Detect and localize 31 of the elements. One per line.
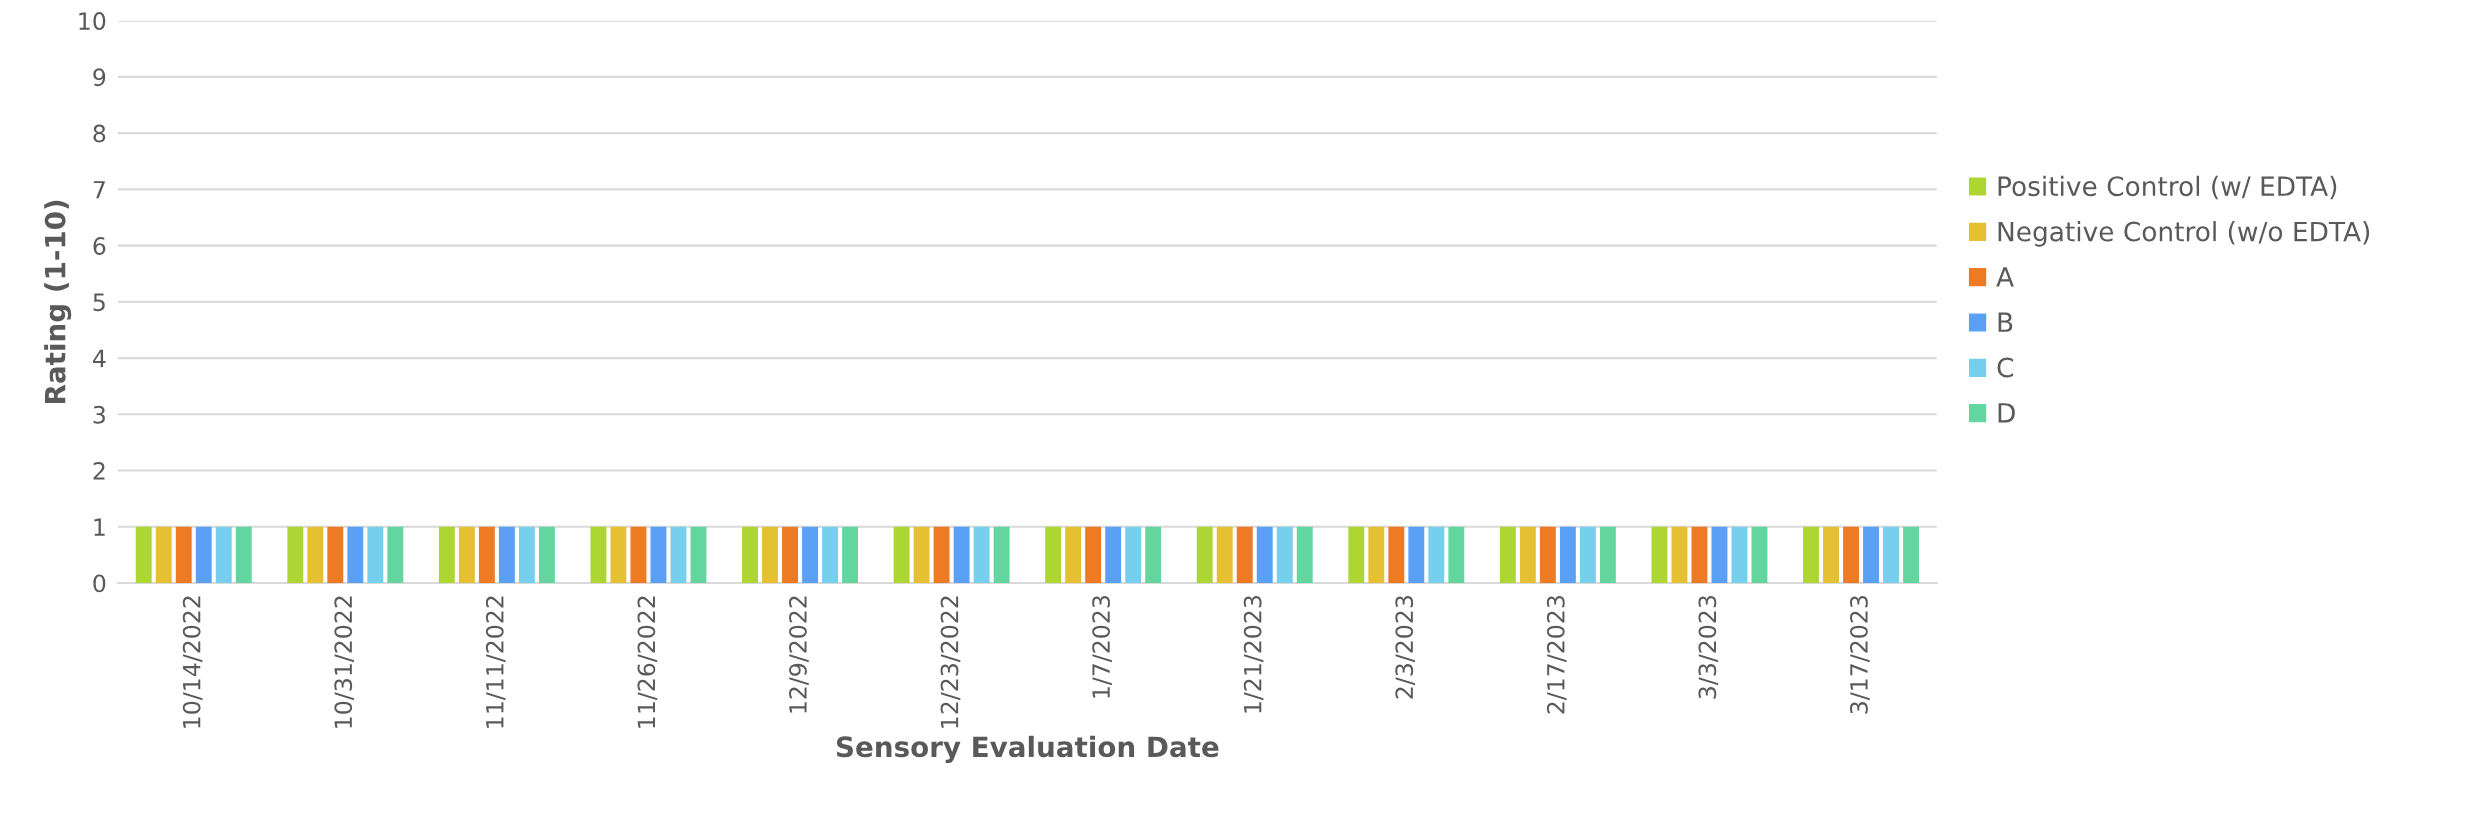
x-tick-label: 1/7/2023: [1092, 596, 1112, 698]
y-tick-label: 7: [93, 181, 105, 199]
legend-label: C: [1997, 357, 2014, 378]
x-tick-label: 12/23/2022: [940, 596, 961, 728]
y-tick-label: 6: [93, 237, 106, 255]
y-tick-label: 10: [79, 12, 106, 30]
y-tick-label: 8: [93, 124, 106, 143]
x-tick-label: 12/9/2022: [789, 596, 809, 713]
y-tick-label: 0: [93, 574, 106, 593]
x-tick-label: 10/31/2022: [334, 596, 355, 728]
x-axis-title: Sensory Evaluation Date: [836, 735, 1219, 763]
y-tick-label: 2: [93, 462, 105, 480]
x-tick-label: 1/21/2023: [1243, 596, 1264, 713]
legend-label: B: [1998, 312, 2013, 332]
legend-label: Positive Control (w/ EDTA): [1998, 175, 2337, 200]
y-tick-label: 5: [93, 293, 105, 312]
legend-label: A: [1996, 267, 2014, 287]
x-tick-label: 2/3/2023: [1395, 596, 1416, 699]
y-axis-title: Rating (1-10): [44, 200, 72, 403]
x-tick-label: 3/17/2023: [1850, 596, 1870, 714]
legend-label: D: [1998, 403, 2015, 423]
legend-label: Negative Control (w/o EDTA): [1998, 221, 2370, 247]
x-tick-label: 11/11/2022: [485, 596, 506, 728]
x-tick-label: 10/14/2022: [182, 596, 203, 728]
y-tick-label: 9: [93, 68, 106, 87]
y-tick-label: 3: [93, 405, 105, 424]
x-tick-label: 2/17/2023: [1546, 596, 1567, 714]
x-tick-label: 3/3/2023: [1698, 596, 1719, 699]
y-tick-label: 4: [92, 349, 106, 368]
x-tick-label: 11/26/2022: [637, 596, 658, 728]
y-tick-label: 1: [94, 518, 105, 536]
